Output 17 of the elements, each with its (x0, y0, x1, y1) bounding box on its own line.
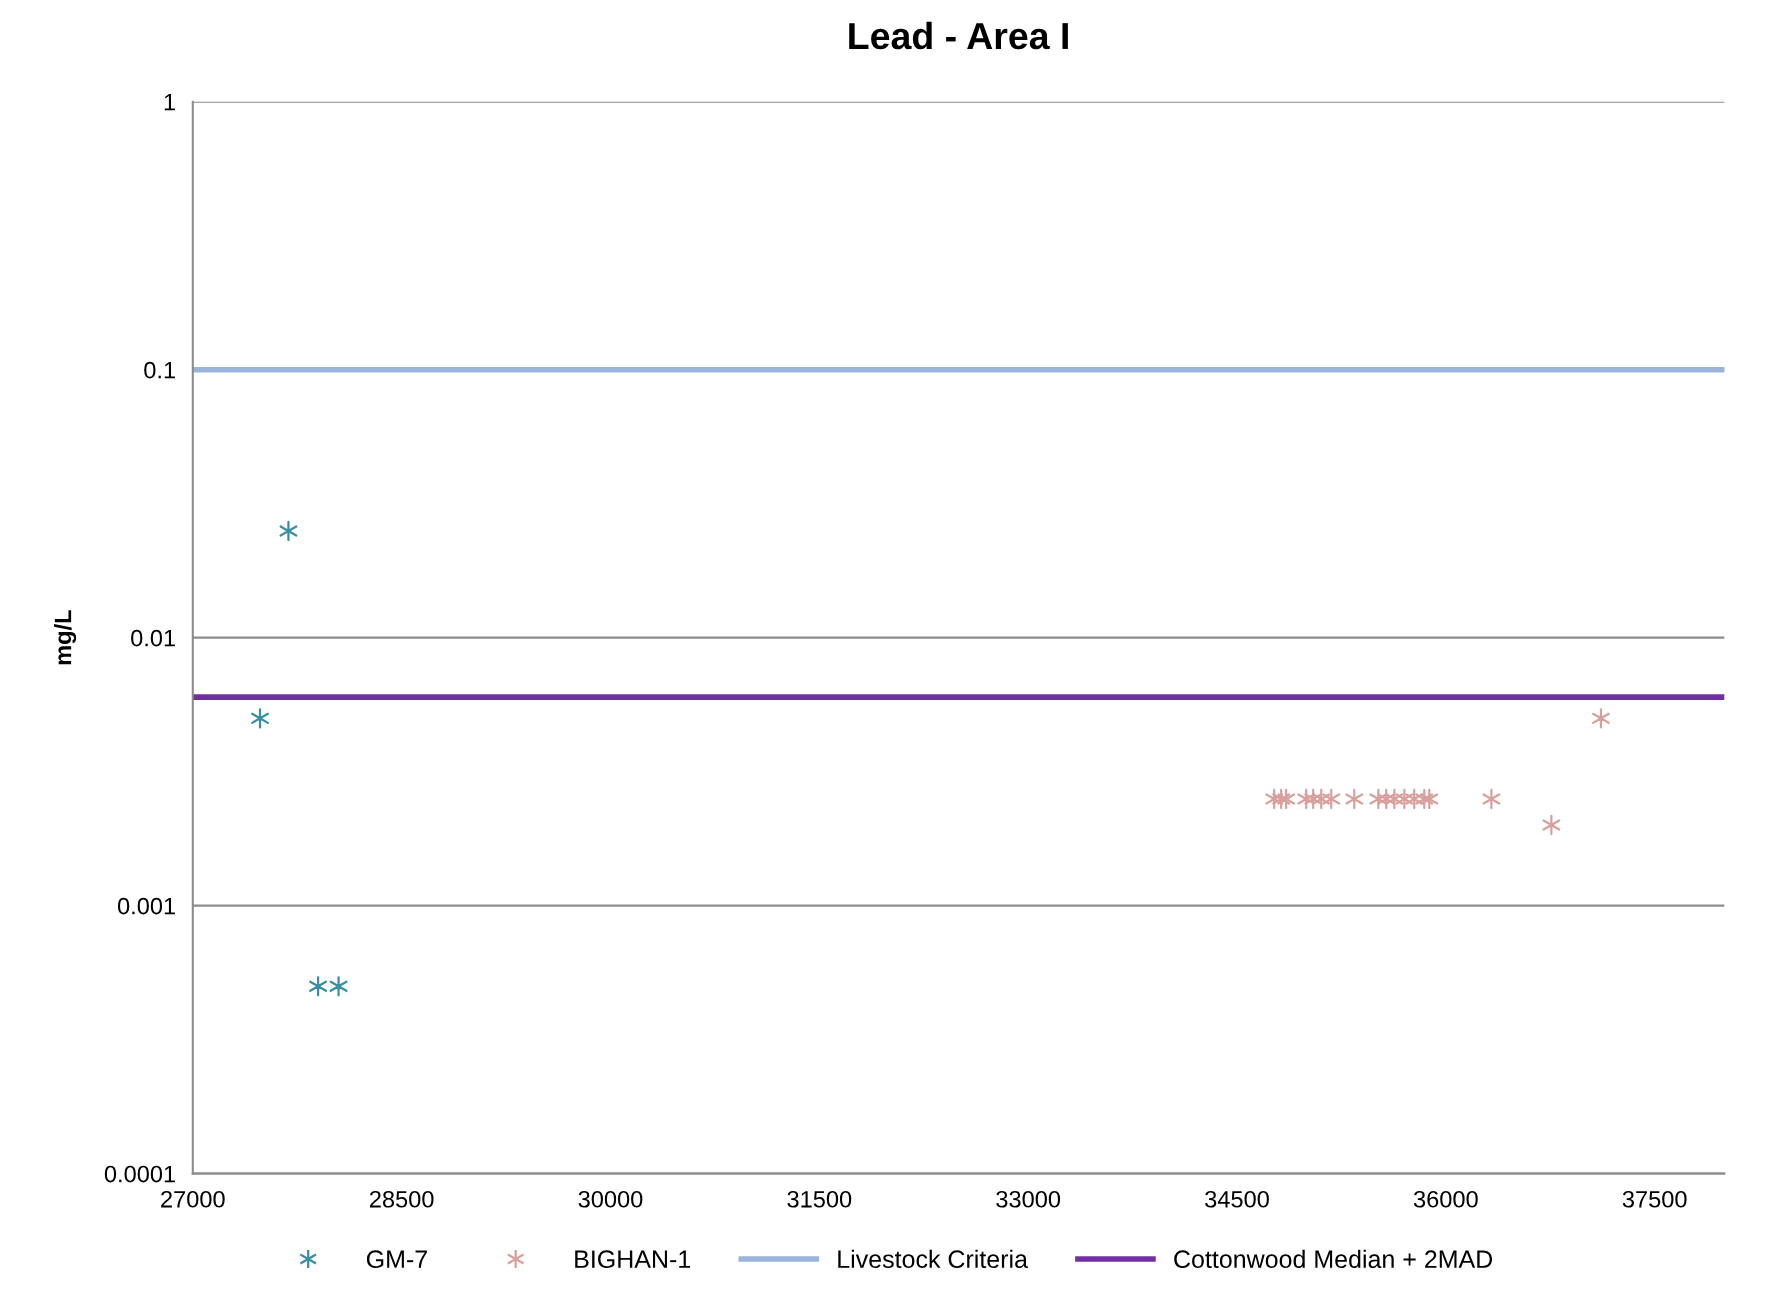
chart-title: Lead - Area I (849, 21, 1068, 50)
legend-label: Livestock Criteria (838, 1249, 1028, 1269)
x-tick-label: 33000 (996, 1190, 1061, 1208)
y-tick-label: 0.001 (117, 897, 175, 915)
y-tick-label: 1 (164, 94, 175, 111)
x-tick-label: 34500 (1205, 1190, 1269, 1208)
y-tick-label: 0.1 (144, 361, 175, 379)
y-tick-label: 0.01 (131, 629, 175, 647)
legend-label: Cottonwood Median + 2MAD (1174, 1249, 1493, 1269)
x-tick-label: 31500 (787, 1190, 852, 1208)
x-tick-label: 30000 (578, 1190, 643, 1208)
x-tick-label: 37500 (1622, 1190, 1687, 1208)
x-tick-label: 28500 (369, 1190, 434, 1208)
x-tick-label: 27000 (161, 1190, 225, 1208)
y-tick-label: 0.0001 (104, 1165, 175, 1183)
y-axis-title: mg/L (54, 610, 77, 665)
x-tick-label: 36000 (1413, 1190, 1478, 1208)
